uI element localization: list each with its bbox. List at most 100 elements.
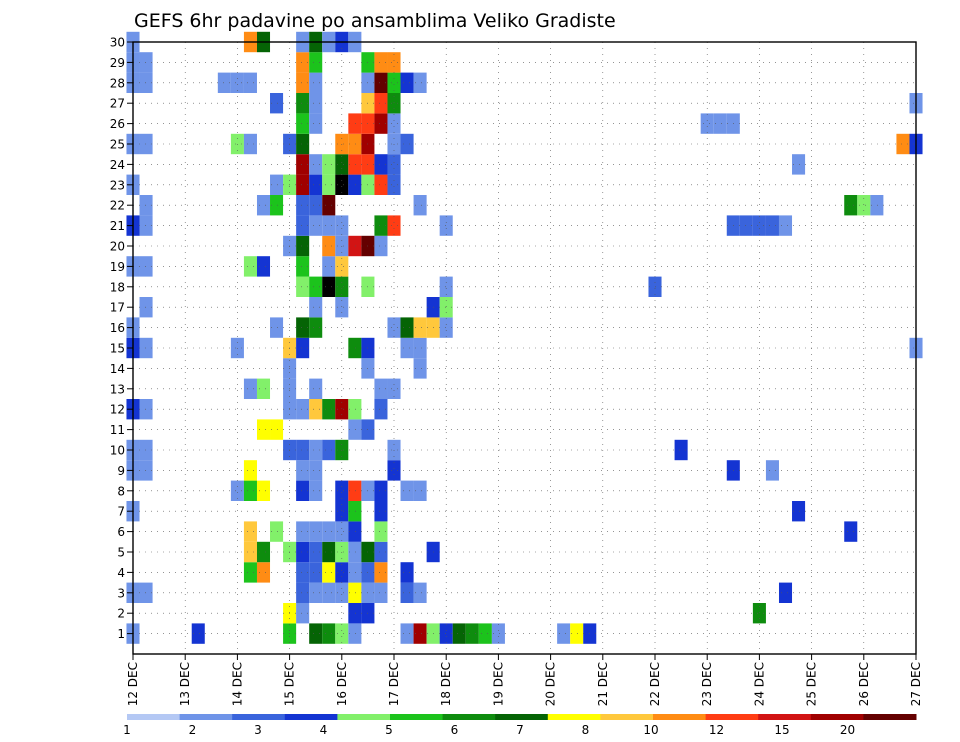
heatmap-cell: [713, 113, 727, 134]
heatmap-cell: [348, 623, 362, 644]
heatmap-cell: [570, 623, 584, 644]
x-tick-label: 27 DEC: [909, 662, 923, 706]
x-tick-label: 26 DEC: [857, 662, 871, 706]
heatmap-cell: [335, 582, 349, 603]
heatmap-cell: [400, 623, 414, 644]
heatmap-cell: [256, 195, 271, 216]
heatmap-cell: [439, 215, 453, 236]
heatmap-cell: [387, 317, 401, 338]
heatmap-cell: [322, 399, 336, 420]
heatmap-cell: [792, 154, 806, 175]
heatmap-cell: [322, 256, 336, 277]
heatmap-cell: [309, 582, 323, 603]
colorbar-swatch: [442, 714, 496, 720]
colorbar-label: 8: [582, 723, 590, 737]
heatmap-cell: [413, 337, 427, 359]
heatmap-cell: [413, 72, 427, 93]
heatmap-cell: [322, 623, 336, 644]
heatmap-cell: [739, 215, 753, 236]
heatmap-cell: [413, 317, 427, 338]
y-tick-label: 14: [110, 362, 125, 376]
y-tick-label: 15: [110, 342, 125, 356]
heatmap-cell: [309, 297, 323, 318]
heatmap-cell: [139, 337, 153, 359]
heatmap-cell: [765, 215, 779, 236]
heatmap-cell: [139, 52, 153, 73]
heatmap-cell: [322, 215, 336, 236]
y-tick-label: 2: [117, 607, 125, 621]
heatmap-cell: [374, 113, 388, 134]
y-tick-label: 18: [110, 280, 125, 294]
heatmap-cell: [322, 521, 336, 542]
heatmap-cell: [335, 276, 349, 297]
heatmap-cell: [374, 501, 388, 522]
heatmap-cell: [270, 419, 284, 440]
heatmap-cell: [139, 215, 153, 236]
heatmap-cell: [296, 235, 310, 257]
heatmap-cell: [296, 93, 310, 114]
y-tick-label: 19: [110, 260, 125, 274]
heatmap-cell: [139, 297, 153, 318]
heatmap-cell: [452, 623, 466, 644]
heatmap-cell: [374, 541, 388, 563]
heatmap-cell: [765, 460, 779, 481]
heatmap-cell: [400, 133, 414, 155]
colorbar-swatch: [127, 714, 181, 720]
x-tick-label: 24 DEC: [752, 662, 766, 706]
colorbar-swatch: [495, 714, 549, 720]
heatmap-cell: [309, 276, 323, 297]
heatmap-cell: [387, 93, 401, 114]
colorbar-label: 4: [320, 723, 328, 737]
heatmap-cell: [400, 337, 414, 359]
heatmap-cell: [296, 52, 310, 73]
y-tick-label: 21: [110, 219, 125, 233]
colorbar-swatch: [179, 714, 233, 720]
heatmap-cell: [296, 276, 310, 297]
heatmap-cell: [465, 623, 479, 644]
heatmap-cell: [400, 562, 414, 583]
heatmap-cell: [348, 541, 362, 563]
heatmap-cell: [296, 603, 310, 624]
heatmap-cell: [374, 215, 388, 236]
heatmap-cell: [309, 460, 323, 481]
heatmap-cell: [335, 521, 349, 542]
heatmap-cell: [139, 582, 153, 603]
colorbar-label: 6: [451, 723, 459, 737]
heatmap-cell: [270, 521, 284, 542]
heatmap-cell: [348, 337, 362, 359]
heatmap-cell: [413, 480, 427, 501]
x-tick-label: 15 DEC: [283, 662, 297, 706]
heatmap-cell: [322, 276, 336, 297]
y-tick-label: 26: [110, 117, 125, 131]
heatmap-cell: [335, 297, 349, 318]
heatmap-cell: [243, 521, 257, 542]
heatmap-cell: [256, 378, 271, 399]
heatmap-cell: [439, 317, 453, 338]
heatmap-cell: [778, 582, 793, 603]
heatmap-cell: [439, 276, 453, 297]
y-tick-label: 10: [110, 444, 125, 458]
y-tick-label: 6: [117, 525, 125, 539]
heatmap-cell: [413, 582, 427, 603]
x-tick-label: 14 DEC: [230, 662, 244, 706]
heatmap-cell: [400, 72, 414, 93]
heatmap-cell: [296, 154, 310, 175]
y-tick-label: 30: [110, 36, 125, 50]
x-tick-label: 21 DEC: [596, 662, 610, 706]
heatmap-cell: [309, 378, 323, 399]
heatmap-cell: [322, 541, 336, 563]
heatmap-cell: [700, 113, 714, 134]
heatmap-cell: [348, 603, 362, 624]
heatmap-cell: [296, 399, 310, 420]
y-tick-label: 24: [110, 158, 125, 172]
heatmap-cell: [335, 174, 349, 195]
heatmap-cell: [374, 399, 388, 420]
y-tick-label: 5: [117, 546, 125, 560]
y-tick-label: 29: [110, 56, 125, 70]
heatmap-cell: [896, 133, 910, 155]
heatmap-cell: [243, 378, 257, 399]
heatmap-cell: [309, 541, 323, 563]
heatmap-cell: [139, 399, 153, 420]
y-tick-label: 22: [110, 199, 125, 213]
y-tick-label: 7: [117, 505, 125, 519]
